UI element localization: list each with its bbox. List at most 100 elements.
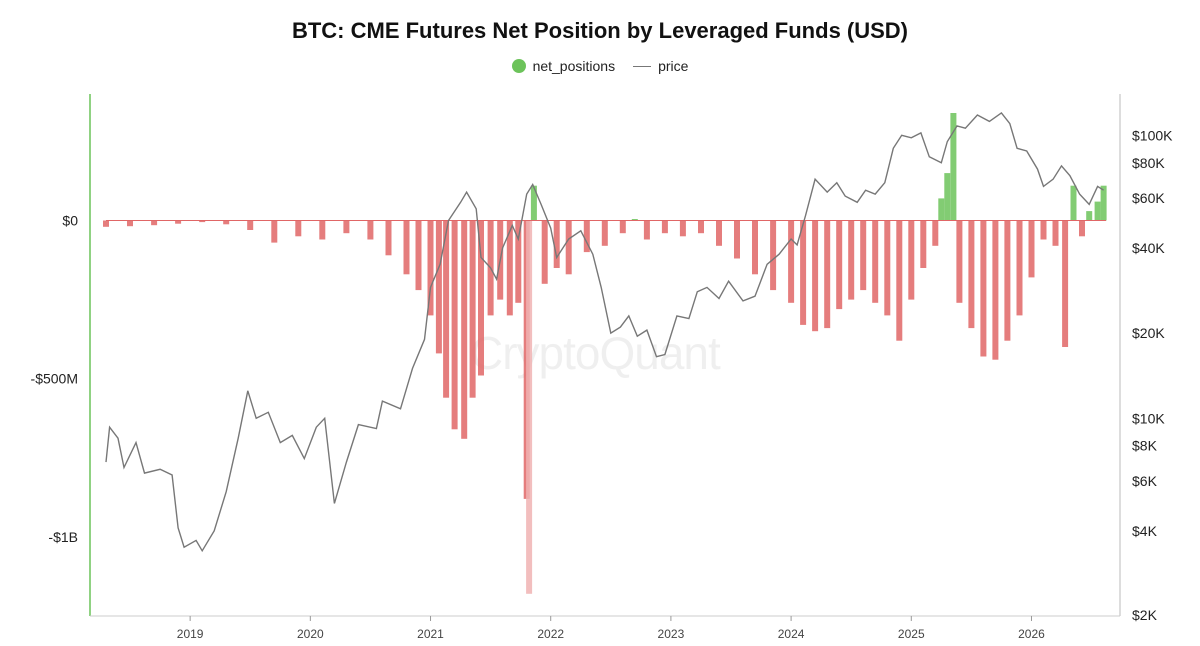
net-position-bar-57 <box>938 198 945 221</box>
net-position-bar-51 <box>872 220 879 303</box>
net-position-bar-41 <box>734 220 740 259</box>
net-position-bar-53 <box>896 220 903 341</box>
net-position-bar-19 <box>461 220 468 439</box>
x-axis-ticks: 2019 2020 2021 2022 2023 2024 2025 2026 <box>177 616 1045 641</box>
x-tick-label-4: 2023 <box>658 627 685 641</box>
legend-label-net-positions: net_positions <box>532 58 616 74</box>
net-position-bar-15 <box>427 220 434 316</box>
net-position-bar-31 <box>565 220 572 275</box>
right-tick-label-2: $60K <box>1132 190 1165 206</box>
net-position-bar-47 <box>824 220 831 329</box>
net-position-bar-65 <box>1016 220 1023 316</box>
right-tick-label-3: $40K <box>1132 240 1165 256</box>
net-position-bar-17 <box>443 220 450 398</box>
net-position-bar-62 <box>980 220 987 357</box>
net-position-bar-67 <box>1040 220 1047 240</box>
net-position-bar-66 <box>1028 220 1035 278</box>
net-position-bar-2 <box>151 220 158 226</box>
right-axis-ticks: $100K $80K $60K $40K $20K $10K $8K $6K $4K $2K <box>1132 127 1173 623</box>
net-position-bar-34 <box>619 220 626 234</box>
x-tick-label-3: 2022 <box>537 627 564 641</box>
right-tick-label-8: $4K <box>1132 523 1158 539</box>
net-position-bar-7 <box>271 220 278 243</box>
legend: net_positions price <box>0 58 1200 74</box>
right-tick-label-6: $8K <box>1132 438 1158 454</box>
net-position-bar-71 <box>1079 220 1085 237</box>
net-position-bar-63 <box>992 220 999 360</box>
net-position-bar-25 <box>515 220 522 303</box>
net-position-bar-10 <box>343 220 350 234</box>
net-position-bar-48 <box>836 220 843 310</box>
net-position-bar-61 <box>968 220 975 329</box>
net-position-bar-68 <box>1052 220 1059 246</box>
right-tick-label-4: $20K <box>1132 325 1165 341</box>
chart-title: BTC: CME Futures Net Position by Leverag… <box>291 18 909 43</box>
right-tick-label-5: $10K <box>1132 410 1165 426</box>
net-position-bar-30 <box>553 220 560 268</box>
net-position-bar-33 <box>601 220 608 246</box>
net-position-bar-0 <box>103 220 109 227</box>
left-tick-label-2: -$1B <box>48 529 78 545</box>
net-position-bar-64 <box>1004 220 1011 341</box>
net-position-bar-54 <box>908 220 915 300</box>
net-position-bar-8 <box>295 220 302 237</box>
net-position-bar-74 <box>1100 185 1107 221</box>
net-position-bar-59 <box>950 113 957 221</box>
right-tick-label-7: $6K <box>1132 473 1158 489</box>
net-position-bar-4 <box>199 220 206 223</box>
left-tick-label-1: -$500M <box>31 371 78 387</box>
x-tick-label-2: 2021 <box>417 627 444 641</box>
net-position-bar-55 <box>920 220 927 268</box>
net-position-bar-69 <box>1062 220 1069 347</box>
net-position-bar-37 <box>661 220 668 234</box>
net-position-bar-70 <box>1070 185 1077 221</box>
legend-label-price: price <box>658 58 689 74</box>
legend-item-price[interactable]: price <box>633 58 688 74</box>
net-position-bar-28 <box>530 185 537 221</box>
net-position-bar-52 <box>884 220 891 316</box>
legend-item-net-positions[interactable]: net_positions <box>511 58 616 74</box>
net-position-bar-73 <box>1094 201 1101 221</box>
net-position-bars <box>103 113 1107 594</box>
watermark: CryptoQuant <box>470 327 721 379</box>
net-position-bar-14 <box>415 220 422 291</box>
x-tick-label-1: 2020 <box>297 627 324 641</box>
net-position-bar-40 <box>716 220 722 246</box>
net-position-bar-29 <box>541 220 548 284</box>
net-position-bar-24 <box>506 220 513 316</box>
x-tick-label-7: 2026 <box>1018 627 1045 641</box>
x-tick-label-6: 2025 <box>898 627 925 641</box>
net-position-bar-9 <box>319 220 326 240</box>
price-line <box>105 111 1104 553</box>
legend-line-icon <box>633 65 652 67</box>
net-position-bar-38 <box>679 220 686 237</box>
net-position-bar-44 <box>788 220 795 303</box>
net-position-bar-36 <box>643 220 650 240</box>
net-position-bar-3 <box>175 220 182 224</box>
right-tick-label-0: $100K <box>1132 127 1173 143</box>
net-position-bar-42 <box>752 220 758 275</box>
x-tick-label-0: 2019 <box>177 627 204 641</box>
net-position-bar-12 <box>385 220 392 256</box>
net-position-bar-1 <box>127 220 133 227</box>
left-tick-label-0: $0 <box>62 213 78 229</box>
net-position-bar-20 <box>469 220 476 398</box>
net-position-bar-13 <box>403 220 410 275</box>
net-position-bar-11 <box>367 220 374 240</box>
net-position-bar-50 <box>860 220 867 291</box>
net-position-bar-16 <box>435 220 442 354</box>
net-position-bar-32 <box>583 220 590 253</box>
net-position-bar-21 <box>478 220 484 376</box>
net-position-bar-6 <box>247 220 254 230</box>
net-position-bar-60 <box>956 220 963 303</box>
net-position-bar-45 <box>800 220 807 325</box>
right-tick-label-1: $80K <box>1132 155 1165 171</box>
net-position-bar-18 <box>451 220 458 430</box>
net-position-bar-49 <box>848 220 855 300</box>
net-position-bar-5 <box>223 220 230 225</box>
x-tick-label-5: 2024 <box>778 627 805 641</box>
net-position-bar-72 <box>1086 211 1093 221</box>
net-position-bar-58 <box>944 173 951 221</box>
net-position-bar-56 <box>932 220 939 246</box>
left-axis-ticks: $0 -$500M -$1B <box>31 213 79 545</box>
